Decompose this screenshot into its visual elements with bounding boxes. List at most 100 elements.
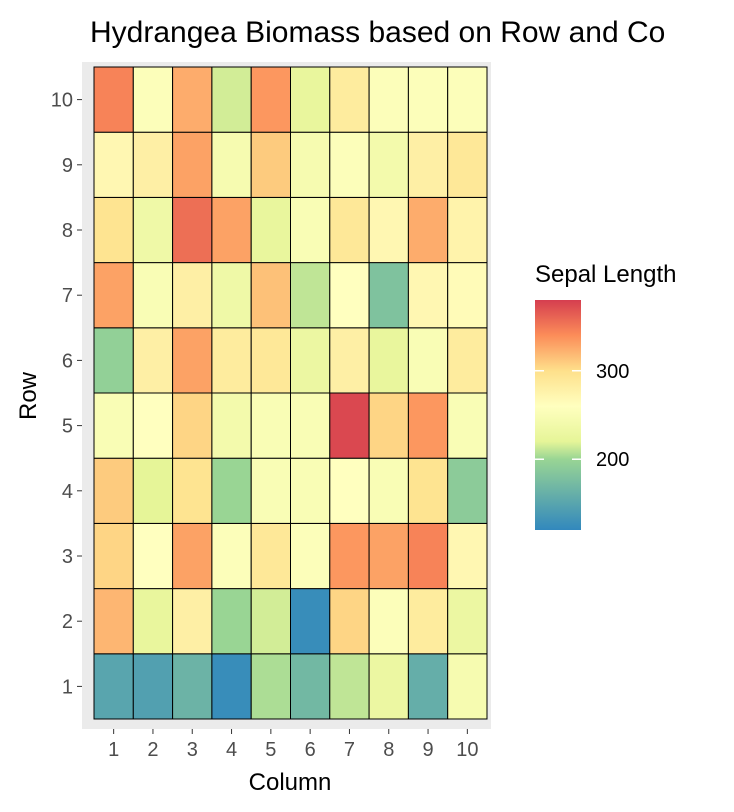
heatmap-cell-r8-c4	[211, 196, 252, 264]
heatmap-cell-r10-c4	[211, 66, 252, 133]
heatmap-cell-r1-c3	[172, 653, 213, 720]
heatmap-cell-r4-c6	[290, 457, 331, 524]
heatmap-cell-r2-c3	[172, 588, 213, 655]
heatmap-cell-r7-c1	[93, 262, 134, 329]
heatmap-cell-r2-c7	[329, 588, 370, 655]
x-tick-label: 1	[108, 739, 119, 761]
heatmap-cell-r8-c3	[172, 196, 213, 264]
heatmap-cell-r5-c8	[368, 392, 409, 459]
heatmap-cell-r9-c1	[93, 131, 134, 198]
heatmap-cell-r7-c3	[172, 262, 213, 329]
heatmap-cell-r1-c4	[211, 653, 252, 720]
x-tick-label: 7	[344, 739, 355, 761]
heatmap-cell-r1-c8	[368, 653, 409, 720]
heatmap-cell-r10-c10	[447, 66, 488, 133]
heatmap-cell-r10-c5	[250, 66, 291, 133]
heatmap-cell-r6-c2	[132, 327, 174, 394]
legend-colorbar	[535, 300, 581, 530]
heatmap-cell-r3-c3	[172, 522, 213, 590]
heatmap-cell-r5-c4	[211, 392, 252, 459]
heatmap-cell-r7-c4	[211, 262, 252, 329]
heatmap-cells	[93, 66, 488, 720]
heatmap-cell-r1-c1	[93, 653, 134, 720]
heatmap-cell-r5-c5	[250, 392, 291, 459]
y-tick-label: 2	[62, 611, 73, 633]
heatmap-cell-r8-c1	[93, 196, 134, 264]
x-tick-label: 5	[265, 739, 276, 761]
heatmap-cell-r4-c3	[172, 457, 213, 524]
heatmap-cell-r8-c2	[132, 196, 174, 264]
heatmap-cell-r8-c6	[290, 196, 331, 264]
y-tick-label: 1	[62, 676, 73, 698]
x-axis-ticks: 1 2 3 4 5 6 7 8 9 10	[108, 729, 478, 761]
heatmap-cell-r9-c2	[132, 131, 174, 198]
heatmap-cell-r3-c2	[132, 522, 174, 590]
x-tick-label: 8	[383, 739, 394, 761]
heatmap-cell-r5-c10	[447, 392, 488, 459]
heatmap-cell-r10-c2	[132, 66, 174, 133]
legend-tick-label: 200	[596, 449, 629, 471]
heatmap-cell-r6-c5	[250, 327, 291, 394]
heatmap-cell-r1-c6	[290, 653, 331, 720]
y-tick-label: 5	[62, 416, 73, 438]
y-tick-label: 3	[62, 546, 73, 568]
x-tick-label: 2	[147, 739, 158, 761]
heatmap-cell-r5-c2	[132, 392, 174, 459]
heatmap-cell-r3-c6	[290, 522, 331, 590]
heatmap-cell-r8-c10	[447, 196, 488, 264]
y-axis-ticks: 1 2 3 4 5 6 7 8 9 10	[51, 90, 82, 698]
heatmap-cell-r3-c1	[93, 522, 134, 590]
heatmap-cell-r7-c2	[132, 262, 174, 329]
heatmap-cell-r4-c4	[211, 457, 252, 524]
y-tick-label: 4	[62, 481, 73, 503]
heatmap-cell-r1-c2	[132, 653, 174, 720]
heatmap-cell-r3-c9	[407, 522, 449, 590]
legend-tick-label: 300	[596, 361, 629, 383]
heatmap-cell-r6-c9	[407, 327, 449, 394]
y-tick-label: 7	[62, 285, 73, 307]
heatmap-cell-r6-c6	[290, 327, 331, 394]
heatmap-cell-r9-c4	[211, 131, 252, 198]
heatmap-cell-r6-c3	[172, 327, 213, 394]
heatmap-cell-r6-c4	[211, 327, 252, 394]
heatmap-cell-r2-c5	[250, 588, 291, 655]
heatmap-cell-r4-c9	[407, 457, 449, 524]
legend-ticks: 200 300	[535, 361, 629, 471]
heatmap-cell-r9-c5	[250, 131, 291, 198]
x-tick-label: 10	[456, 739, 478, 761]
heatmap-cell-r10-c1	[93, 66, 134, 133]
heatmap-cell-r7-c6	[290, 262, 331, 329]
x-axis-label: Column	[249, 769, 332, 796]
heatmap-cell-r9-c8	[368, 131, 409, 198]
heatmap-cell-r2-c6	[290, 588, 331, 655]
y-axis-label: Row	[15, 371, 42, 420]
heatmap-cell-r5-c3	[172, 392, 213, 459]
heatmap-cell-r2-c8	[368, 588, 409, 655]
heatmap-cell-r9-c6	[290, 131, 331, 198]
x-tick-label: 4	[226, 739, 237, 761]
heatmap-cell-r6-c1	[93, 327, 134, 394]
y-tick-label: 6	[62, 350, 73, 372]
heatmap-cell-r4-c1	[93, 457, 134, 524]
y-tick-label: 10	[51, 90, 73, 112]
heatmap-cell-r5-c7	[329, 392, 370, 459]
heatmap-cell-r2-c4	[211, 588, 252, 655]
heatmap-cell-r1-c5	[250, 653, 291, 720]
heatmap-cell-r2-c2	[132, 588, 174, 655]
legend-title: Sepal Length	[535, 261, 676, 288]
heatmap-cell-r10-c3	[172, 66, 213, 133]
heatmap-cell-r4-c8	[368, 457, 409, 524]
heatmap-cell-r7-c7	[329, 262, 370, 329]
heatmap-cell-r4-c2	[132, 457, 174, 524]
heatmap-cell-r3-c5	[250, 522, 291, 590]
heatmap-cell-r3-c10	[447, 522, 488, 590]
heatmap-cell-r1-c9	[407, 653, 449, 720]
x-tick-label: 6	[305, 739, 316, 761]
heatmap-cell-r9-c7	[329, 131, 370, 198]
heatmap-cell-r1-c7	[329, 653, 370, 720]
heatmap-cell-r8-c7	[329, 196, 370, 264]
heatmap-cell-r9-c3	[172, 131, 213, 198]
y-tick-label: 8	[62, 220, 73, 242]
heatmap-cell-r4-c10	[447, 457, 488, 524]
